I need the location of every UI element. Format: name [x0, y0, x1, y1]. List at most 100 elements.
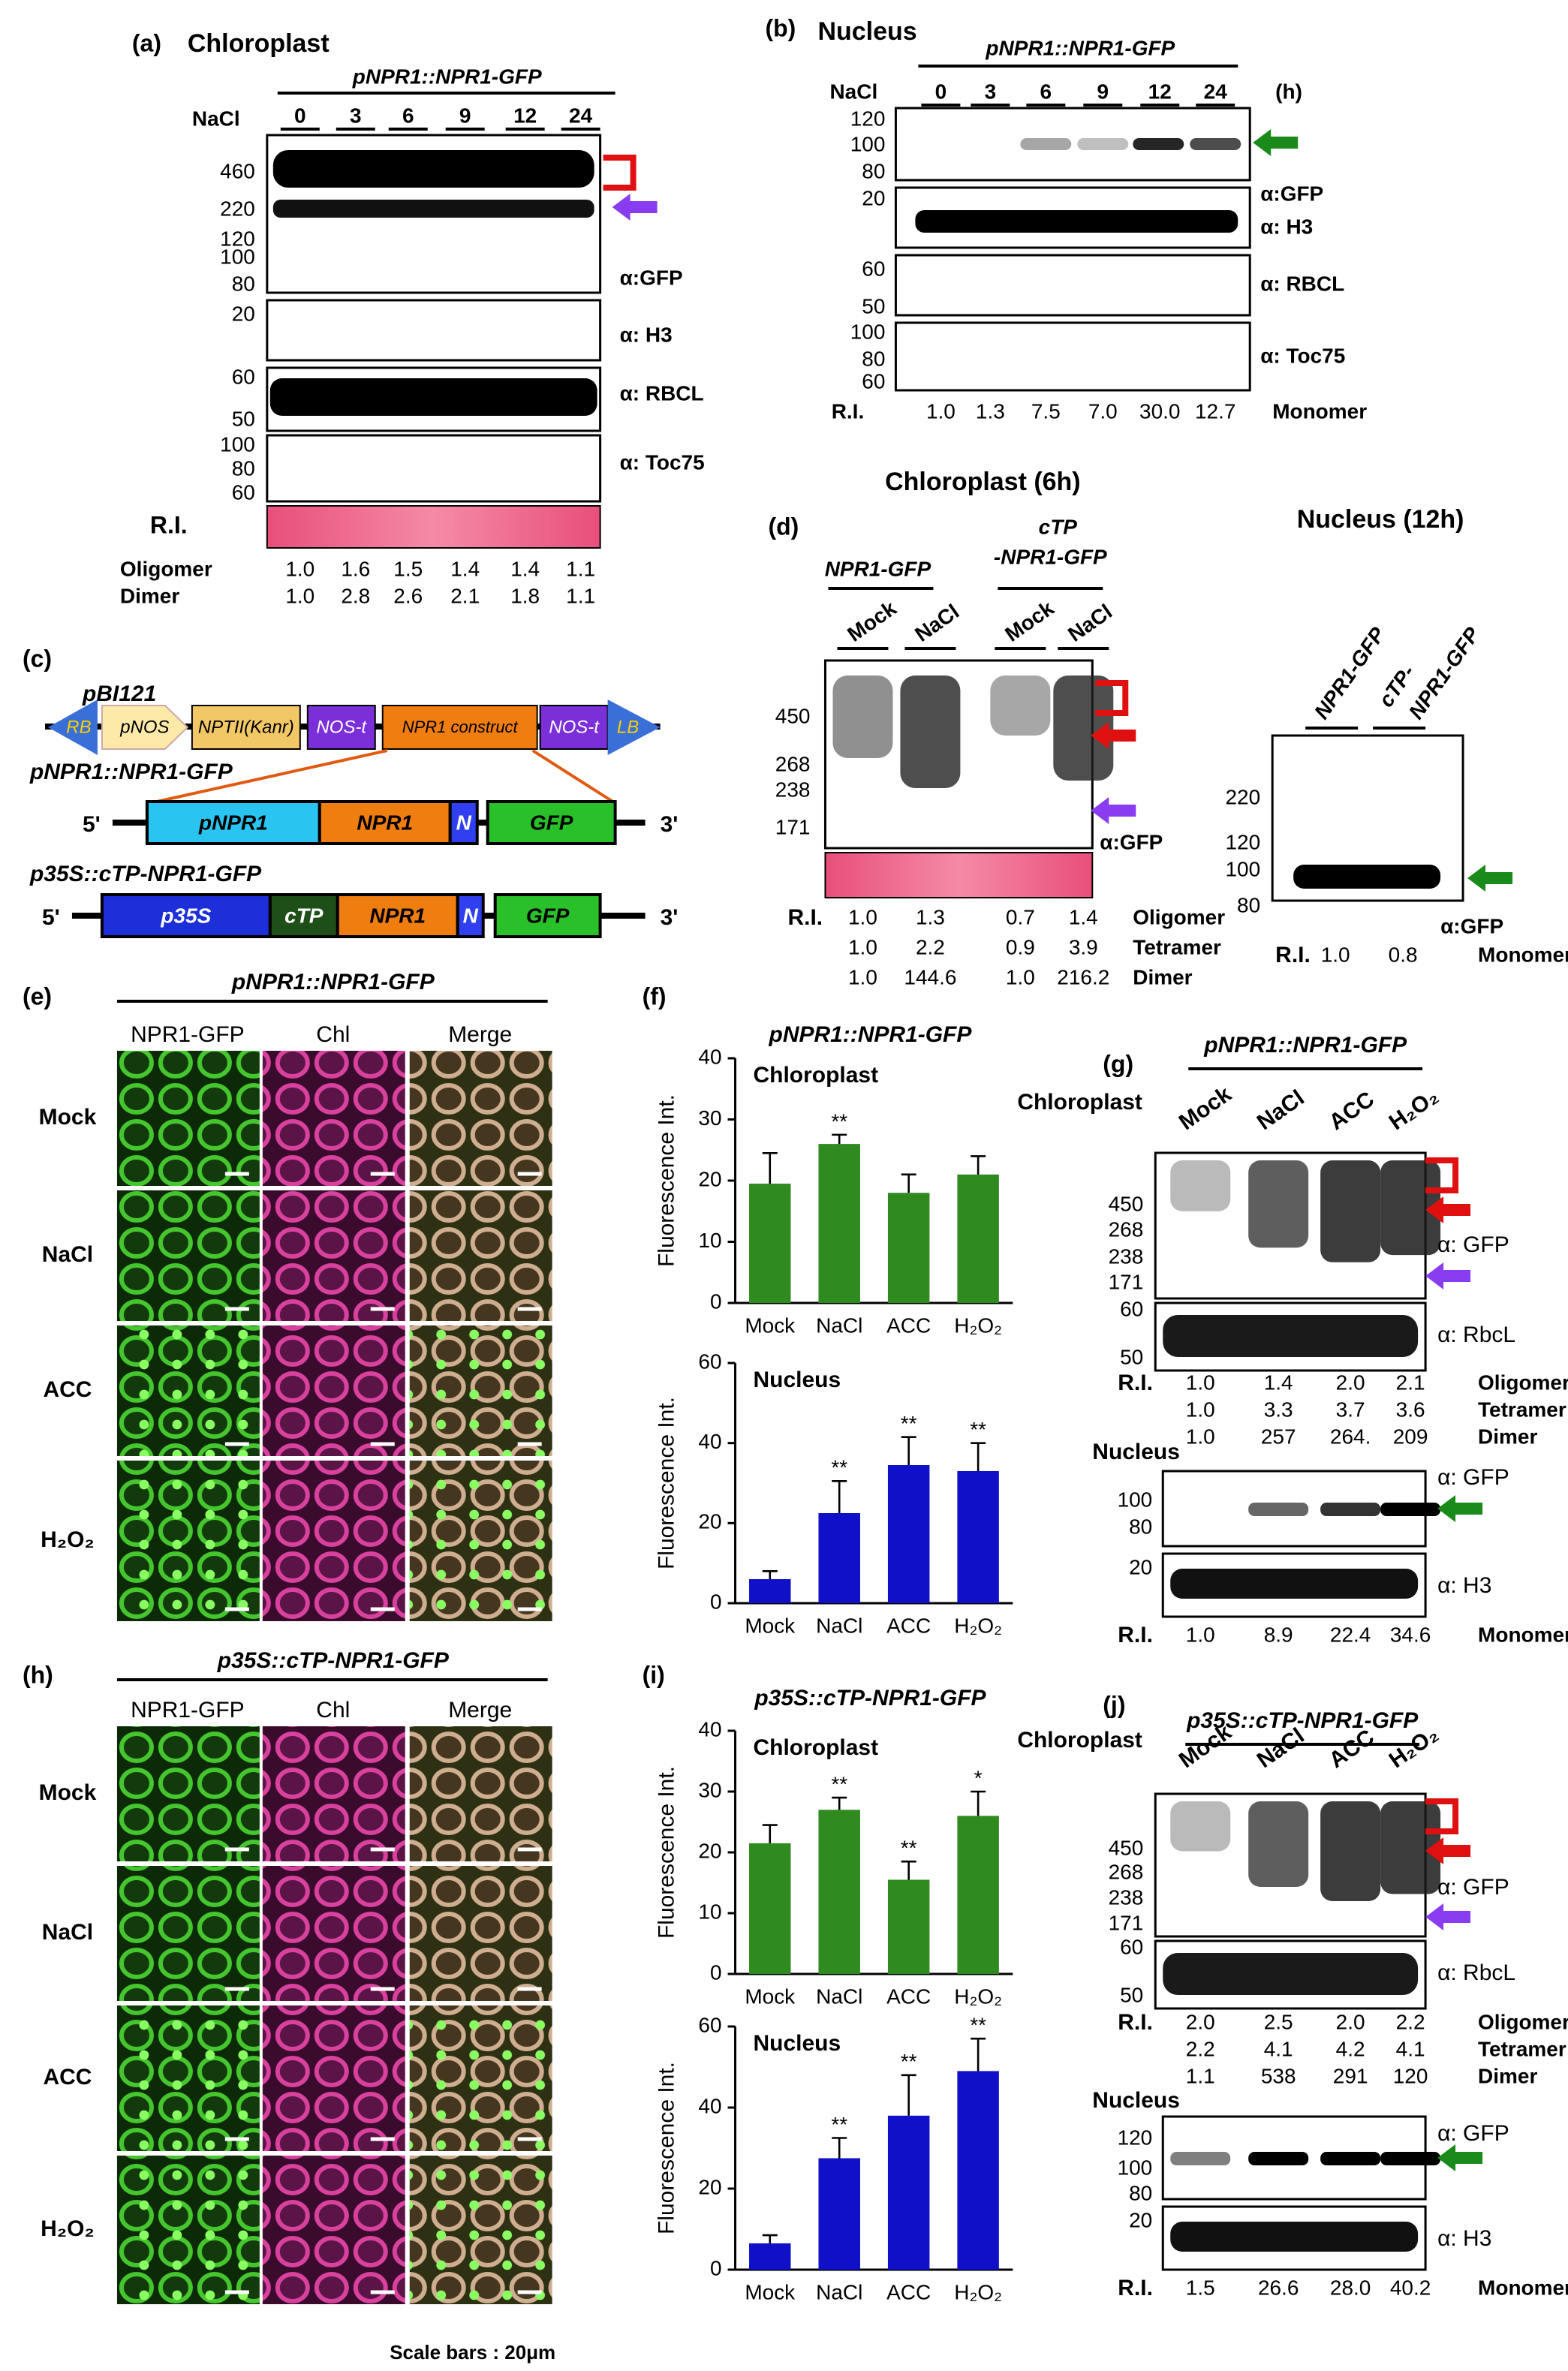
ri-value: 34.6 — [1390, 1623, 1431, 1646]
column-header: NPR1-GFP — [131, 1698, 245, 1723]
vector-part-label: pNOS — [119, 717, 169, 737]
bar — [749, 1184, 791, 1303]
error-bar — [901, 1173, 916, 1193]
panel-title: p35S::cTP-NPR1-GFP — [217, 1648, 450, 1673]
end-label: 3' — [661, 905, 679, 930]
smear — [1380, 1160, 1441, 1256]
label: -NPR1-GFP — [994, 545, 1107, 568]
ri-row-name: Dimer — [1478, 2064, 1537, 2087]
significance: ** — [831, 1772, 847, 1795]
band — [1293, 865, 1441, 889]
size-marker: 80 — [1129, 2181, 1152, 2204]
x-tick-label: Mock — [745, 1984, 796, 2008]
ri-value: 1.4 — [1069, 905, 1098, 928]
size-marker: 100 — [850, 320, 886, 343]
error-bar — [832, 1480, 847, 1513]
row-label: ACC — [43, 2065, 92, 2090]
lane-label: Mock — [1001, 596, 1058, 646]
size-marker: 450 — [775, 704, 811, 727]
antibody: α: RBCL — [1260, 272, 1344, 295]
lane-label: 12 — [1148, 80, 1172, 103]
ri-value: 1.0 — [926, 399, 956, 423]
size-marker: 50 — [1120, 1345, 1143, 1368]
nuclei — [409, 1461, 552, 1621]
band — [272, 150, 594, 188]
ri-value: 144.6 — [904, 965, 956, 988]
panel-title: p35S::cTP-NPR1-GFP — [754, 1686, 986, 1711]
size-marker: 238 — [775, 778, 811, 801]
arrow — [1425, 1837, 1471, 1864]
label: R.I. — [787, 905, 823, 930]
bar — [887, 1879, 930, 1974]
lane-label: 3 — [350, 104, 362, 127]
ri-value: 1.8 — [510, 584, 540, 607]
label: Nucleus — [1092, 2088, 1180, 2113]
size-marker: 80 — [862, 159, 885, 182]
y-tick-label: 0 — [710, 2256, 722, 2279]
size-marker: 100 — [850, 132, 886, 155]
size-marker: 120 — [1226, 830, 1261, 853]
construct-part-label: N — [463, 904, 479, 927]
vector-part — [191, 705, 301, 750]
error-bar — [901, 1436, 916, 1465]
panel-label: (h) — [23, 1661, 53, 1688]
ri-value: 1.0 — [1186, 1398, 1215, 1421]
panel-label: (j) — [1103, 1691, 1125, 1718]
ri-value: 1.4 — [1264, 1371, 1293, 1394]
micrograph — [409, 1190, 552, 1321]
ri-value: 1.3 — [976, 399, 1005, 423]
band — [1248, 2152, 1309, 2165]
error-bar — [832, 2137, 847, 2159]
size-marker: 60 — [232, 365, 255, 388]
vector-part-label: RB — [66, 717, 91, 737]
label: R.I. — [832, 399, 865, 423]
lane-label: NaCl — [1064, 600, 1116, 646]
vector-part-label: LB — [617, 717, 639, 737]
ri-value: 1.0 — [285, 557, 315, 580]
size-marker: 238 — [1109, 1885, 1144, 1909]
panel-title: pNPR1::NPR1-GFP — [231, 970, 435, 994]
size-marker: 80 — [232, 272, 255, 295]
arrow — [612, 194, 658, 221]
bracket — [1425, 1798, 1459, 1834]
vector-part — [306, 705, 376, 750]
antibody: α:GFP — [1260, 182, 1323, 205]
arrow — [1253, 129, 1299, 156]
label: NaCl — [192, 107, 240, 130]
micrograph — [262, 2156, 405, 2304]
lane-label: Mock — [1175, 1082, 1236, 1135]
label: pNPR1::NPR1-GFP — [29, 760, 233, 784]
x-tick-label: NaCl — [816, 2280, 862, 2303]
ri-value: 291 — [1333, 2064, 1368, 2087]
arrow — [1091, 722, 1136, 749]
panel-label: (d) — [769, 513, 799, 540]
ri-value: 538 — [1261, 2064, 1296, 2087]
size-marker: 80 — [1237, 893, 1260, 916]
band — [1077, 138, 1129, 150]
ponceau — [266, 505, 601, 549]
antibody: α: GFP — [1437, 1875, 1509, 1900]
vector-part-label: NPTII(Kanr) — [198, 717, 294, 737]
size-marker: 50 — [862, 294, 885, 317]
micrograph — [116, 1190, 260, 1321]
ri-value: 2.5 — [1264, 2010, 1293, 2033]
x-tick-label: Mock — [745, 2280, 796, 2303]
construct-part-label: cTP — [284, 904, 324, 927]
antibody: α: RBCL — [620, 381, 704, 405]
label: R.I. — [1118, 2010, 1153, 2035]
lane-label: 24 — [1204, 80, 1228, 103]
lane-label: NPR1-GFP — [1310, 623, 1390, 724]
bar — [749, 1843, 791, 1974]
ri-value: 1.0 — [1186, 1425, 1215, 1448]
size-marker: 268 — [775, 752, 811, 775]
ri-value: 2.2 — [1186, 2037, 1215, 2060]
construct-part — [268, 893, 339, 938]
micrograph — [262, 1461, 405, 1621]
antibody: α:GFP — [1100, 830, 1163, 853]
label: cTP — [1039, 515, 1078, 538]
label: Scale bars : 20μm — [390, 2341, 555, 2363]
micrograph — [409, 1051, 552, 1186]
arrow — [1437, 2144, 1483, 2171]
y-tick-label: 40 — [698, 1430, 721, 1453]
arrow — [1425, 1903, 1471, 1930]
